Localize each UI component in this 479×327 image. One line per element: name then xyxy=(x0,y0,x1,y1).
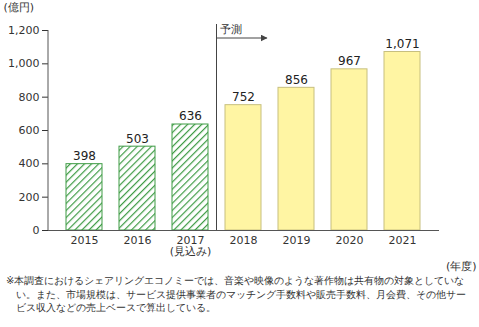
svg-text:636: 636 xyxy=(179,109,202,123)
svg-text:2016: 2016 xyxy=(124,234,152,247)
svg-text:2021: 2021 xyxy=(389,234,417,247)
svg-text:800: 800 xyxy=(19,91,40,104)
svg-text:856: 856 xyxy=(285,73,308,87)
svg-text:398: 398 xyxy=(73,149,96,163)
svg-text:2015: 2015 xyxy=(71,234,99,247)
svg-text:1,071: 1,071 xyxy=(385,37,419,51)
svg-text:(年度): (年度) xyxy=(446,260,477,273)
svg-text:1,000: 1,000 xyxy=(8,57,40,70)
svg-text:予測: 予測 xyxy=(220,23,242,36)
svg-text:1,200: 1,200 xyxy=(8,24,40,37)
svg-text:2017(見込み): 2017(見込み) xyxy=(170,234,212,258)
svg-text:503: 503 xyxy=(126,132,149,146)
svg-text:(億円): (億円) xyxy=(4,1,35,14)
svg-text:400: 400 xyxy=(19,157,40,170)
svg-text:200: 200 xyxy=(19,191,40,204)
svg-text:2020: 2020 xyxy=(336,234,364,247)
html-text:※本調査におけるシェアリングエコノミーでは、音楽や映像のよう: ※本調査におけるシェアリングエコノミーでは、音楽や映像のような著作物は共有物の対… xyxy=(6,275,466,313)
svg-text:2019: 2019 xyxy=(283,234,311,247)
svg-text:752: 752 xyxy=(232,90,255,104)
svg-text:967: 967 xyxy=(338,54,361,68)
svg-text:2018: 2018 xyxy=(230,234,258,247)
svg-text:600: 600 xyxy=(19,124,40,137)
svg-text:0: 0 xyxy=(33,224,40,237)
